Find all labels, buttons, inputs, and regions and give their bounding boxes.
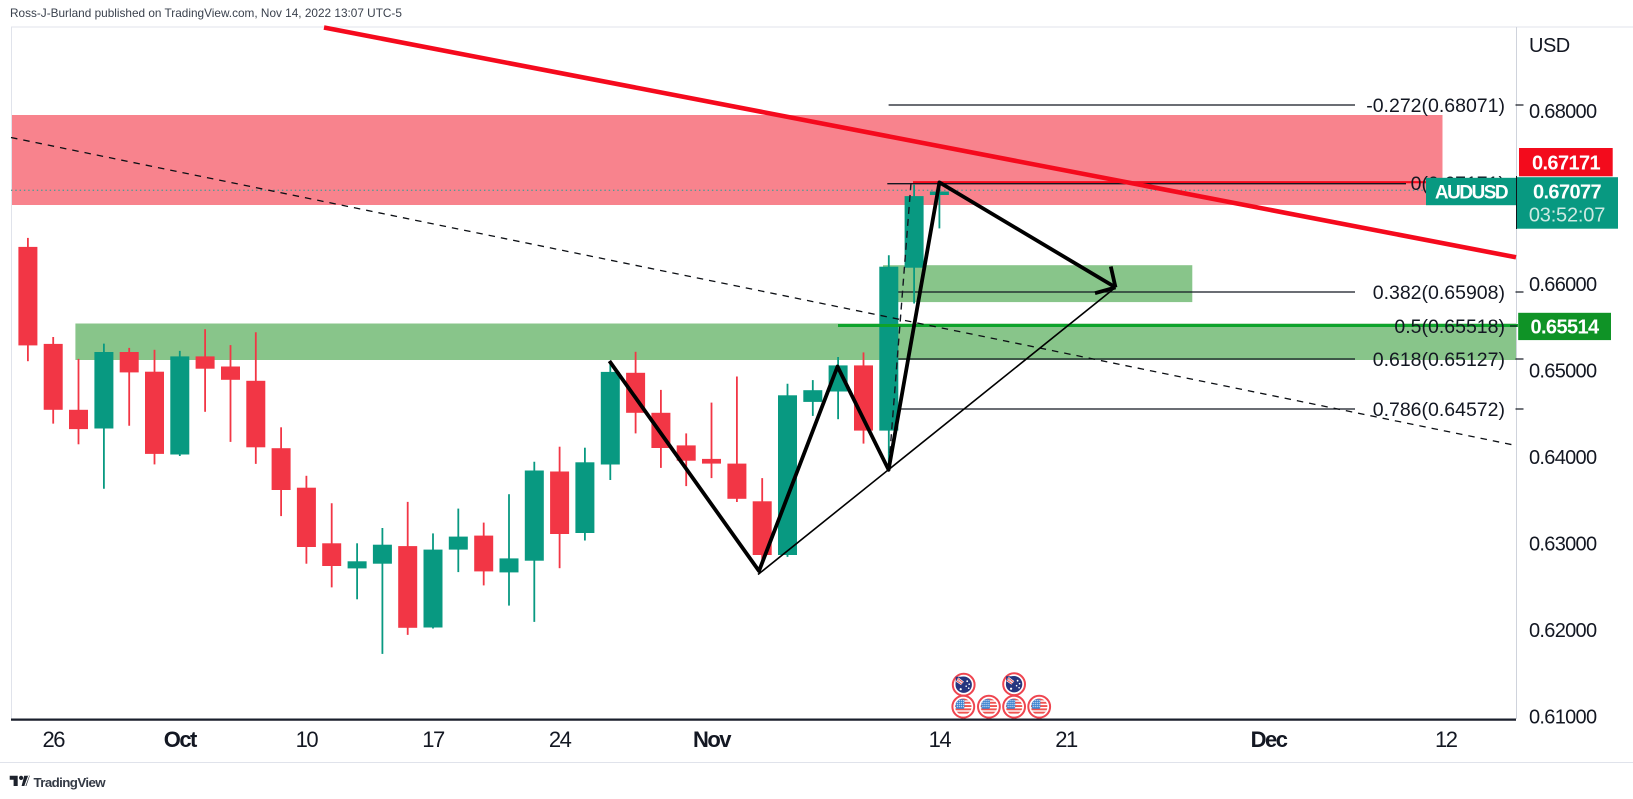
- svg-text:03:52:07: 03:52:07: [1529, 205, 1605, 227]
- svg-text:12: 12: [1435, 727, 1458, 752]
- svg-text:Oct: Oct: [164, 727, 198, 752]
- svg-text:0.618(0.65127): 0.618(0.65127): [1373, 349, 1505, 371]
- svg-text:24: 24: [549, 727, 572, 752]
- svg-text:-0.272(0.68071): -0.272(0.68071): [1366, 95, 1505, 117]
- svg-text:0.5(0.65518): 0.5(0.65518): [1394, 316, 1505, 338]
- svg-text:0.786(0.64572): 0.786(0.64572): [1373, 399, 1505, 421]
- svg-text:USD: USD: [1529, 35, 1570, 57]
- svg-text:0.67077: 0.67077: [1533, 182, 1602, 204]
- svg-text:17: 17: [422, 727, 445, 752]
- svg-text:21: 21: [1055, 727, 1078, 752]
- svg-text:0.64000: 0.64000: [1529, 447, 1597, 469]
- svg-text:0.382(0.65908): 0.382(0.65908): [1373, 282, 1505, 304]
- svg-text:0.65000: 0.65000: [1529, 361, 1597, 383]
- svg-text:AUDUSD: AUDUSD: [1435, 183, 1508, 204]
- svg-text:Ross-J-Burland published on Tr: Ross-J-Burland published on TradingView.…: [10, 6, 402, 20]
- svg-text:Nov: Nov: [693, 727, 732, 752]
- svg-text:0.65514: 0.65514: [1530, 317, 1600, 339]
- svg-text:26: 26: [42, 727, 65, 752]
- svg-text:Dec: Dec: [1251, 727, 1288, 752]
- svg-text:10: 10: [296, 727, 319, 752]
- svg-text:0.61000: 0.61000: [1529, 707, 1597, 729]
- svg-text:0.63000: 0.63000: [1529, 534, 1597, 556]
- svg-text:0.66000: 0.66000: [1529, 274, 1597, 296]
- svg-text:14: 14: [929, 727, 952, 752]
- svg-text:TradingView: TradingView: [34, 775, 107, 790]
- svg-text:0.68000: 0.68000: [1529, 101, 1597, 123]
- svg-text:0.62000: 0.62000: [1529, 620, 1597, 642]
- svg-text:0.67171: 0.67171: [1532, 153, 1601, 175]
